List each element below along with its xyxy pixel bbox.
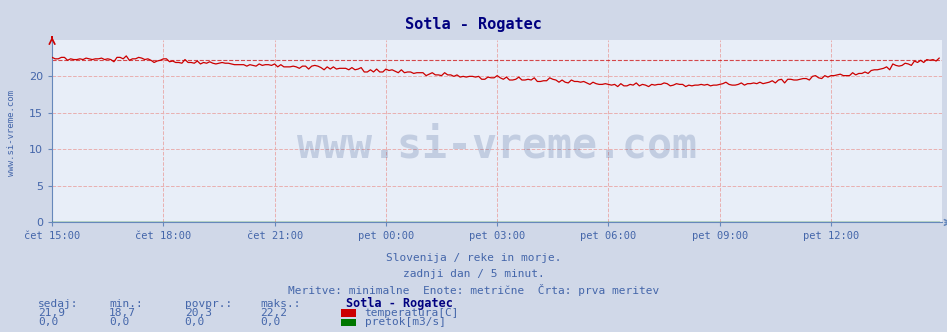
Text: www.si-vreme.com: www.si-vreme.com	[7, 90, 16, 176]
Text: 20,3: 20,3	[185, 308, 212, 318]
Text: Sotla - Rogatec: Sotla - Rogatec	[346, 297, 453, 310]
Text: temperatura[C]: temperatura[C]	[365, 308, 459, 318]
Text: 0,0: 0,0	[109, 317, 129, 327]
Text: 18,7: 18,7	[109, 308, 136, 318]
Text: 21,9: 21,9	[38, 308, 65, 318]
Text: Slovenija / reke in morje.: Slovenija / reke in morje.	[385, 253, 562, 263]
Text: min.:: min.:	[109, 299, 143, 309]
Text: sedaj:: sedaj:	[38, 299, 79, 309]
Text: maks.:: maks.:	[260, 299, 301, 309]
Text: 0,0: 0,0	[260, 317, 280, 327]
Text: povpr.:: povpr.:	[185, 299, 232, 309]
Text: Sotla - Rogatec: Sotla - Rogatec	[405, 17, 542, 32]
Text: zadnji dan / 5 minut.: zadnji dan / 5 minut.	[402, 269, 545, 279]
Text: pretok[m3/s]: pretok[m3/s]	[365, 317, 446, 327]
Text: 0,0: 0,0	[38, 317, 58, 327]
Text: 0,0: 0,0	[185, 317, 205, 327]
Text: 22,2: 22,2	[260, 308, 288, 318]
Text: Meritve: minimalne  Enote: metrične  Črta: prva meritev: Meritve: minimalne Enote: metrične Črta:…	[288, 284, 659, 296]
Text: www.si-vreme.com: www.si-vreme.com	[297, 125, 697, 167]
